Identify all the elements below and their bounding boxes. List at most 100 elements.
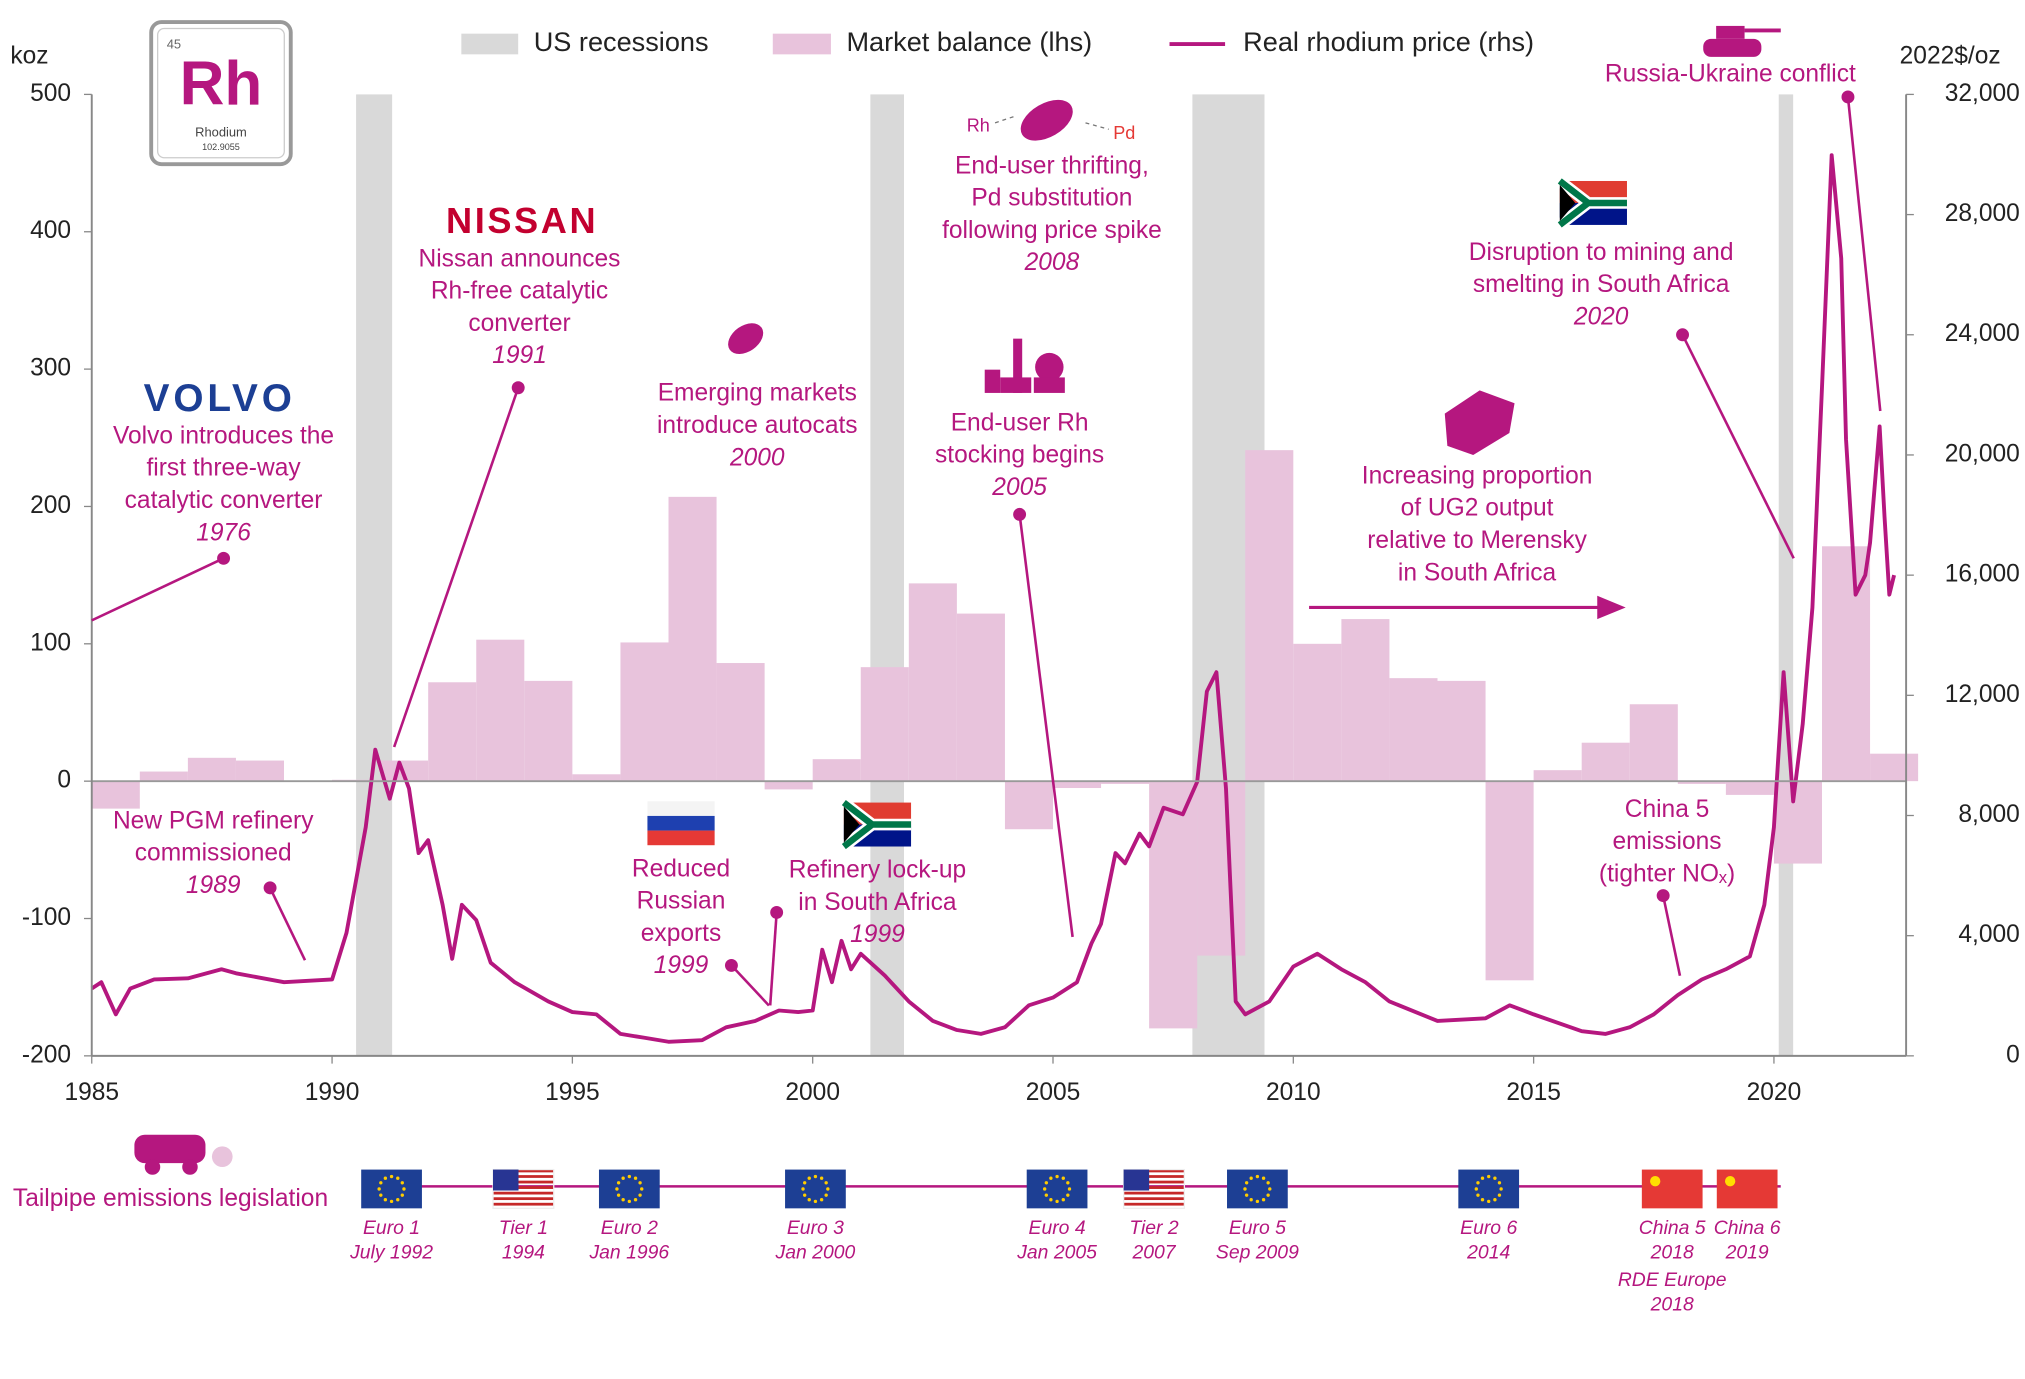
legislation-name: Euro 4 (1029, 1217, 1086, 1239)
flag-star (377, 1187, 381, 1191)
bar (620, 642, 669, 782)
annotation-year: 2008 (1024, 249, 1080, 276)
flag-star (826, 1187, 830, 1191)
bar (668, 496, 717, 782)
flag-stripe (493, 1180, 554, 1184)
icon-shape (1013, 338, 1023, 393)
flag-star (1493, 1176, 1497, 1180)
flag-star (1049, 1198, 1053, 1202)
flag-stripe (493, 1191, 554, 1195)
x-tick-label: 2005 (1026, 1079, 1081, 1106)
bar (1245, 450, 1294, 782)
flag (1227, 1169, 1288, 1209)
flag-stripe (493, 1186, 554, 1189)
leader-line (91, 557, 225, 622)
legislation-date: Jan 1996 (588, 1242, 669, 1264)
icon-shape (1035, 352, 1064, 382)
bar (235, 760, 285, 782)
symbol: Rh (180, 49, 263, 118)
bar (187, 757, 236, 782)
bar (812, 759, 861, 782)
annotation-text: Nissan announces (419, 245, 621, 272)
flag-star (400, 1193, 404, 1197)
legislation-date: 2018 (1650, 1242, 1694, 1264)
y2-tick-label: 32,000 (1945, 80, 2020, 107)
leader-dot (1676, 328, 1690, 342)
legend-label: Market balance (lhs) (846, 26, 1092, 57)
flag (840, 797, 912, 852)
flag-stripe (1123, 1197, 1185, 1201)
recession-band (356, 94, 393, 1056)
flag-star (1244, 1193, 1249, 1197)
legislation-date: 2007 (1131, 1242, 1176, 1264)
flag (785, 1169, 846, 1209)
autocat-icon (728, 99, 1073, 354)
bar (139, 771, 188, 782)
flag-stripe (1123, 1191, 1185, 1195)
annotation-text: commissioned (135, 840, 292, 867)
legislation-title: Tailpipe emissions legislation (13, 1185, 328, 1212)
legislation-date: Jan 2000 (775, 1242, 856, 1264)
annotation-text: Refinery lock-up (789, 857, 966, 884)
flag-star (1266, 1193, 1270, 1197)
y-tick-label: -100 (22, 904, 71, 931)
x-tick-label: 2020 (1747, 1079, 1802, 1106)
legislation-extra: 2018 (1650, 1293, 1694, 1315)
flag-star (1268, 1187, 1272, 1191)
flag-star (1493, 1198, 1497, 1202)
legend-label: Real rhodium price (rhs) (1243, 26, 1534, 57)
price-line (90, 153, 1896, 1044)
leader-line (268, 887, 307, 961)
annotation-year: 1989 (186, 872, 241, 899)
y2-tick-label: 4,000 (1958, 921, 2019, 948)
bar (956, 613, 1005, 782)
legend-swatch (772, 33, 831, 55)
legislation-date: July 1992 (349, 1242, 433, 1264)
icon-shape (1716, 25, 1745, 39)
flag-star (1042, 1187, 1047, 1191)
flag-star (638, 1181, 642, 1185)
legend-label: US recessions (534, 26, 709, 57)
leader-dot (1013, 507, 1027, 521)
flag-star (1066, 1181, 1070, 1185)
y-tick-label: -200 (22, 1041, 71, 1068)
flag-stripe (647, 801, 715, 816)
factory-icon (984, 338, 1065, 393)
flag-star (1061, 1198, 1065, 1202)
flag (361, 1169, 422, 1209)
annotation-text: Disruption to mining and (1469, 239, 1734, 266)
south-africa-icon (1444, 390, 1515, 455)
flag-star (396, 1198, 400, 1202)
annotation-year: 1999 (850, 921, 905, 948)
icon-shape (1703, 38, 1762, 57)
flag-star (1487, 1174, 1491, 1179)
icon-shape (728, 323, 764, 354)
bar (716, 663, 765, 782)
annotation-text: New PGM refinery (113, 807, 314, 834)
legislation-name: Euro 2 (601, 1217, 658, 1239)
flag-star (400, 1181, 404, 1185)
recession-band (1778, 94, 1794, 1056)
flag-star (1055, 1174, 1059, 1179)
flag-star (1497, 1181, 1502, 1185)
flag-star (1255, 1174, 1260, 1179)
icon-arrow (994, 115, 1109, 130)
flag-star (1266, 1181, 1270, 1185)
bar (1533, 770, 1582, 782)
flag-star (1044, 1181, 1049, 1185)
flag-star (1067, 1187, 1072, 1191)
bar (1870, 753, 1919, 782)
y2-tick-label: 0 (2006, 1041, 2020, 1068)
flag-stripe (1123, 1180, 1185, 1184)
nissan-logo: NISSAN (446, 200, 598, 241)
legislation-date: 2014 (1466, 1242, 1510, 1264)
y2-tick-label: 28,000 (1945, 200, 2020, 227)
y-axis-label: koz (10, 42, 48, 69)
flag-field (1641, 1169, 1703, 1209)
tank-icon (1703, 25, 1781, 57)
bar (1677, 781, 1726, 784)
legislation-date: 2019 (1725, 1242, 1769, 1264)
flag-star (1487, 1199, 1491, 1204)
legislation-name: China 5 (1639, 1217, 1706, 1239)
flag-star (379, 1193, 383, 1197)
